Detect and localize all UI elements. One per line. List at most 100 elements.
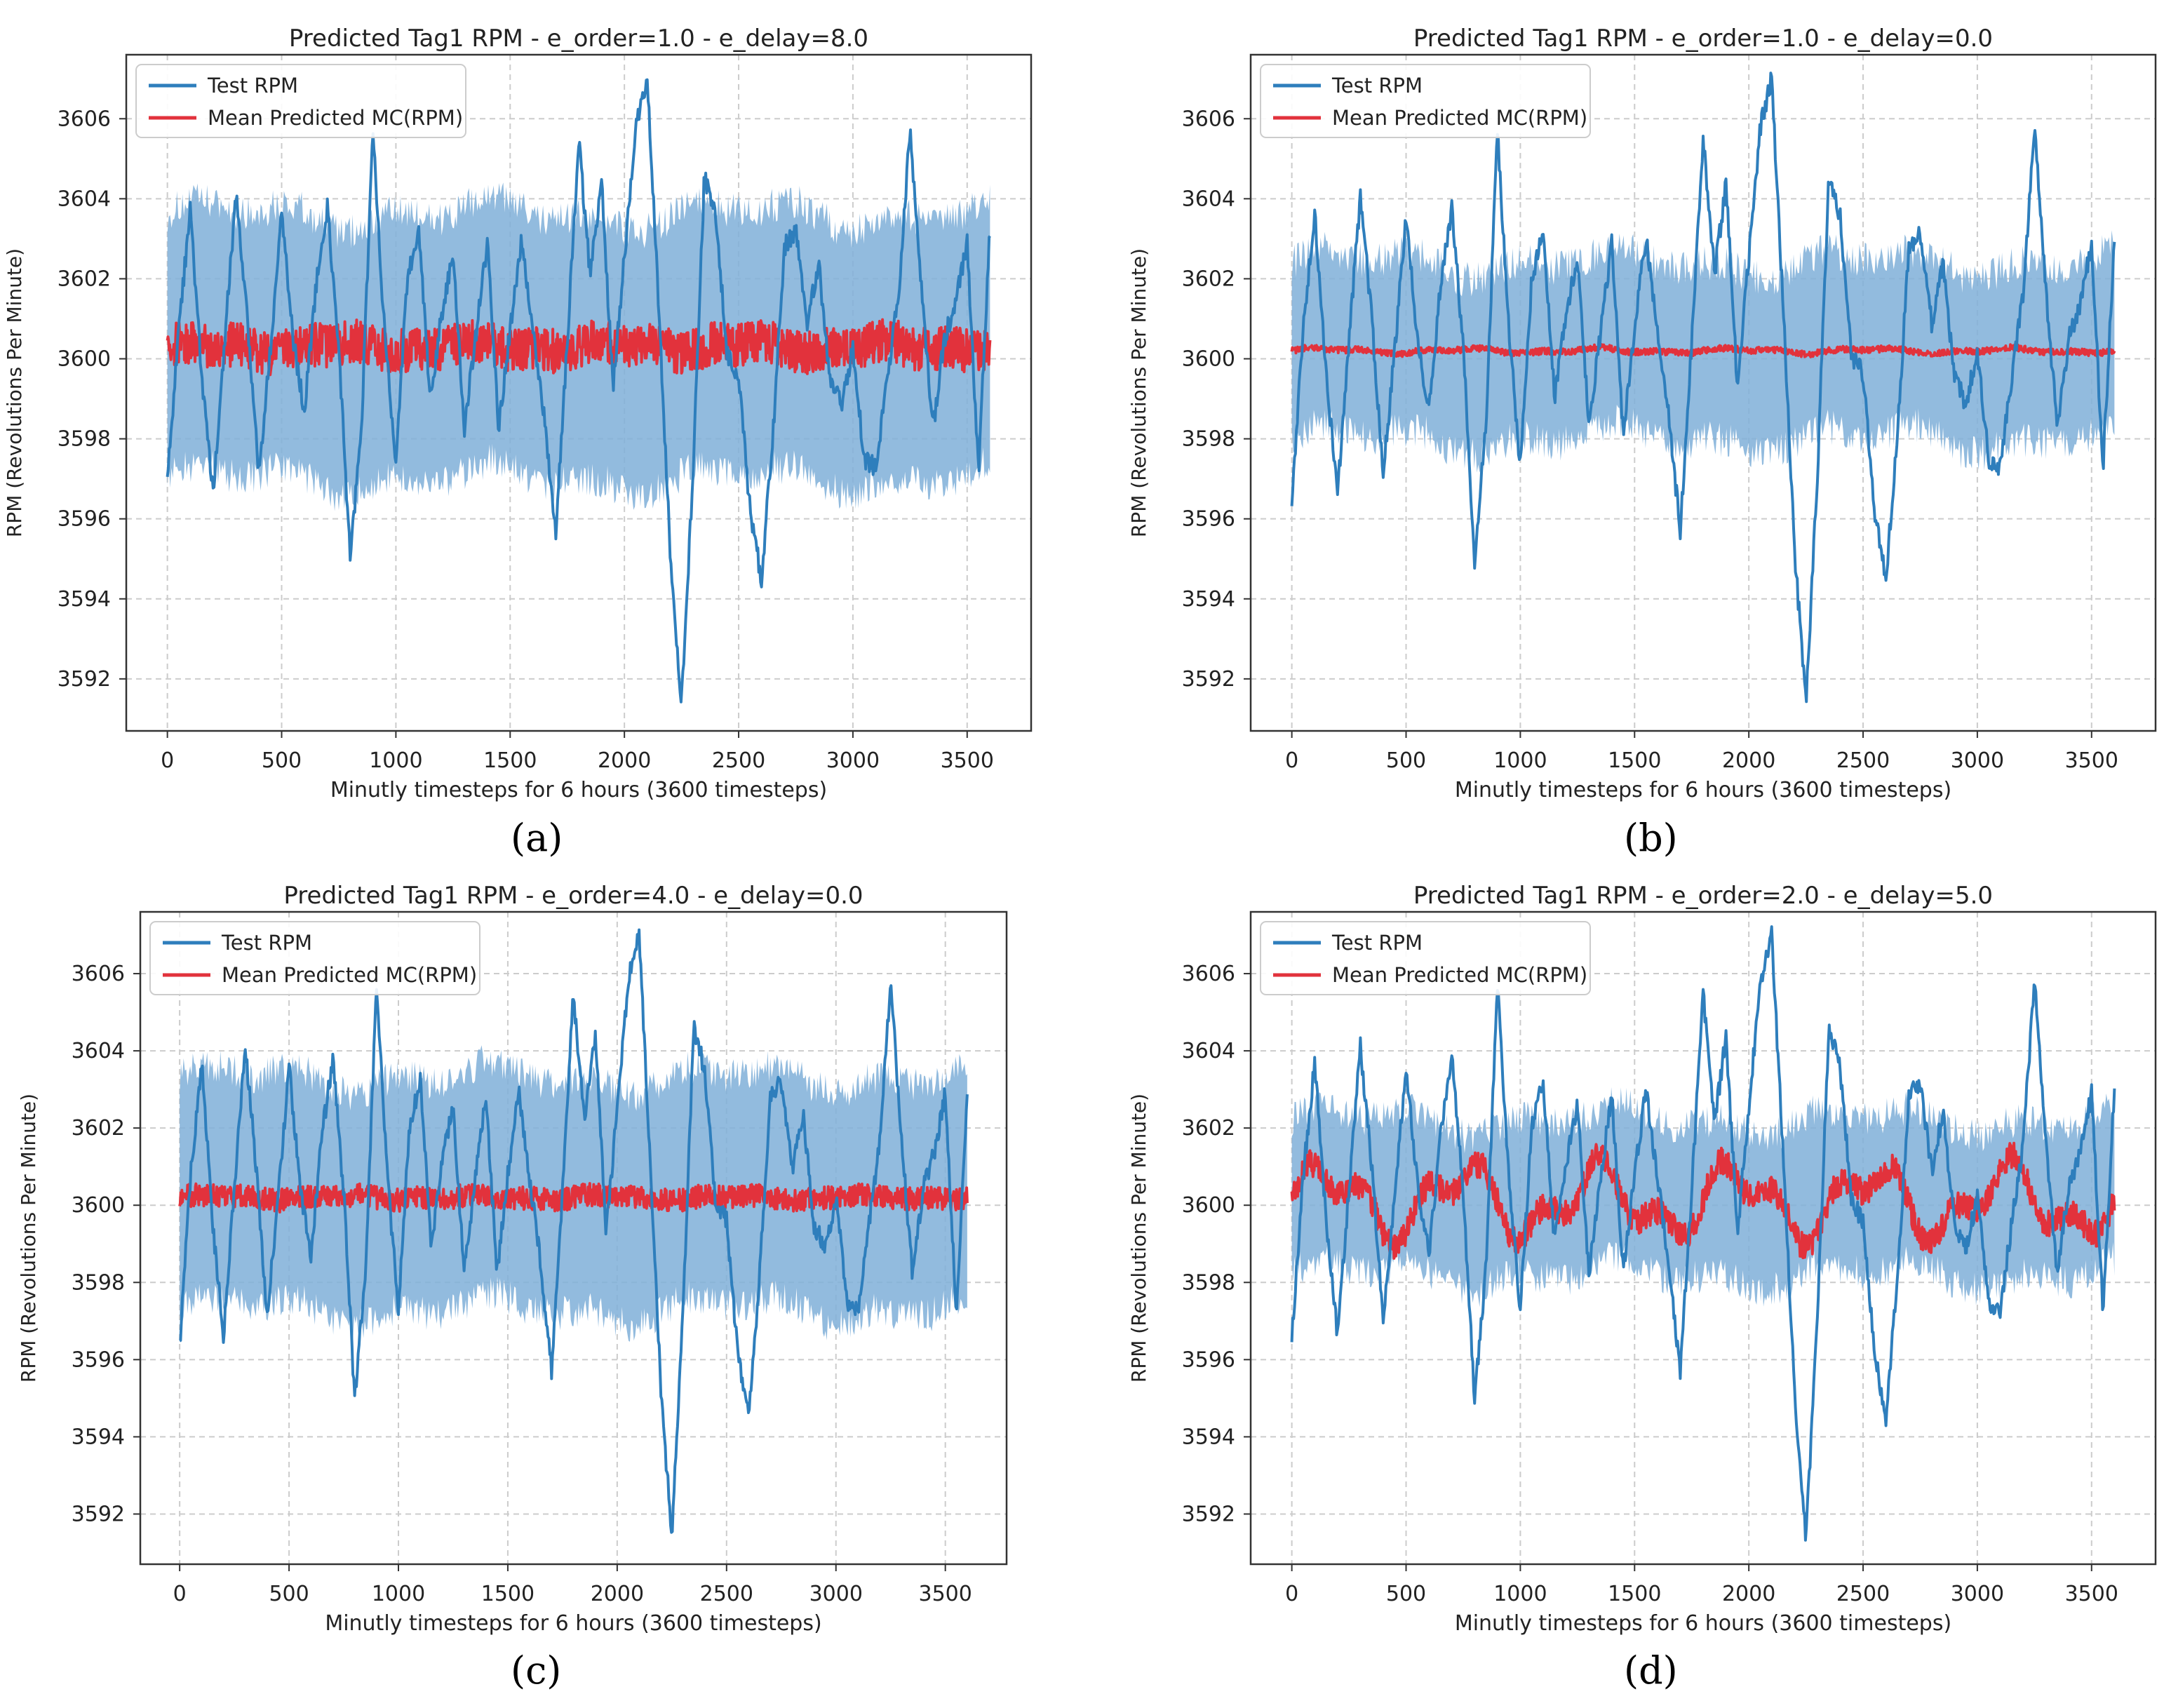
chart-title: Predicted Tag1 RPM - e_order=2.0 - e_del…	[1413, 882, 1993, 910]
x-tick-label: 1000	[1493, 748, 1547, 773]
panel-label-b: (b)	[1624, 816, 1678, 860]
chart-title: Predicted Tag1 RPM - e_order=1.0 - e_del…	[289, 25, 868, 53]
x-tick-label: 500	[262, 748, 302, 773]
panel-label-c: (c)	[511, 1648, 562, 1693]
y-tick-label: 3602	[72, 1116, 125, 1141]
y-tick-label: 3594	[1182, 1425, 1235, 1449]
panel-label-a: (a)	[511, 816, 563, 860]
y-tick-label: 3600	[1182, 347, 1235, 372]
y-tick-label: 3600	[72, 1193, 125, 1218]
x-tick-label: 3500	[2065, 748, 2118, 773]
x-tick-label: 3500	[941, 748, 994, 773]
series-mean-predicted	[1290, 1141, 2116, 1260]
x-axis-label: Minutly timesteps for 6 hours (3600 time…	[325, 1611, 821, 1636]
chart-a: 0 500 1000 1500 2000 2500 3000 3500 3592 3594 3596…	[3, 25, 1033, 802]
series-test-rpm	[1290, 925, 2116, 1542]
x-tick-label: 3000	[826, 748, 880, 773]
x-axis-label: Minutly timesteps for 6 hours (3600 time…	[1455, 778, 1951, 802]
y-tick-label: 3592	[1182, 1502, 1235, 1526]
x-tick-label: 500	[1386, 1582, 1426, 1606]
y-tick-label: 3604	[72, 1039, 125, 1063]
series-test-rpm	[166, 78, 991, 704]
x-tick-label: 500	[269, 1582, 309, 1606]
plot-area	[1290, 925, 2116, 1542]
y-tick-label: 3594	[72, 1425, 125, 1449]
y-tick-label: 3606	[72, 962, 125, 986]
x-tick-label: 1500	[481, 1582, 535, 1606]
x-tick-label: 3000	[1951, 748, 2004, 773]
x-tick-label: 1500	[1608, 1582, 1661, 1606]
legend-box	[1260, 64, 1591, 138]
x-tick-label: 1500	[483, 748, 537, 773]
x-tick-label: 3000	[809, 1582, 863, 1606]
legend-label-test: Test RPM	[207, 74, 298, 97]
x-axis-label: Minutly timesteps for 6 hours (3600 time…	[1455, 1611, 1951, 1636]
x-tick-label: 1000	[372, 1582, 425, 1606]
y-tick-label: 3598	[72, 1270, 125, 1295]
y-tick-label: 3606	[1182, 962, 1235, 986]
legend-label-test: Test RPM	[1331, 74, 1423, 97]
x-tick-label: 2500	[1836, 1582, 1890, 1606]
x-tick-label: 0	[173, 1582, 187, 1606]
y-tick-label: 3594	[58, 587, 111, 612]
x-tick-label: 0	[1285, 1582, 1298, 1606]
legend-label-predicted: Mean Predicted MC(RPM)	[222, 963, 477, 987]
chart-d: 0 500 1000 1500 2000 2500 3000 3500 3592 3594 3596…	[1127, 882, 2157, 1636]
x-tick-label: 2500	[1836, 748, 1890, 773]
y-axis-label: RPM (Revolutions Per Minute)	[17, 1094, 40, 1383]
x-tick-label: 2000	[598, 748, 651, 773]
x-axis-label: Minutly timesteps for 6 hours (3600 time…	[330, 778, 827, 802]
chart-c: 0 500 1000 1500 2000 2500 3000 3500 3592 3594 3596…	[17, 882, 1008, 1636]
x-tick-label: 2000	[591, 1582, 644, 1606]
y-axis-label: RPM (Revolutions Per Minute)	[1127, 1094, 1150, 1383]
legend: Test RPM Mean Predicted MC(RPM)	[1260, 64, 1591, 138]
x-tick-label: 1000	[1493, 1582, 1547, 1606]
plot-area	[178, 928, 969, 1534]
x-tick-label: 1000	[369, 748, 422, 773]
y-axis-label: RPM (Revolutions Per Minute)	[1127, 248, 1150, 537]
y-tick-label: 3596	[1182, 507, 1235, 532]
y-axis-label: RPM (Revolutions Per Minute)	[3, 248, 26, 537]
x-tick-label: 2500	[700, 1582, 753, 1606]
series-test-rpm	[179, 928, 969, 1534]
axes-frame	[1249, 910, 2157, 1566]
y-tick-label: 3594	[1182, 587, 1235, 612]
y-tick-label: 3596	[58, 507, 111, 532]
y-tick-label: 3600	[58, 347, 111, 372]
y-tick-label: 3598	[1182, 427, 1235, 452]
plot-area	[1290, 72, 2116, 704]
legend-label-test: Test RPM	[1331, 931, 1423, 955]
y-tick-label: 3602	[58, 267, 111, 291]
chart-title: Predicted Tag1 RPM - e_order=1.0 - e_del…	[1413, 25, 1993, 53]
legend-box	[135, 64, 466, 138]
y-tick-label: 3598	[58, 427, 111, 452]
panel-label-d: (d)	[1624, 1648, 1678, 1693]
chart-title: Predicted Tag1 RPM - e_order=4.0 - e_del…	[283, 882, 863, 910]
axes-frame	[139, 910, 1008, 1566]
y-tick-label: 3596	[1182, 1347, 1235, 1372]
y-tick-label: 3606	[1182, 107, 1235, 131]
x-tick-label: 3000	[1951, 1582, 2004, 1606]
legend-box	[149, 921, 480, 995]
y-tick-label: 3604	[58, 187, 111, 211]
x-tick-label: 500	[1386, 748, 1426, 773]
y-tick-label: 3592	[58, 667, 111, 692]
y-tick-label: 3602	[1182, 1116, 1235, 1141]
axes-frame	[125, 53, 1033, 732]
legend: Test RPM Mean Predicted MC(RPM)	[1260, 921, 1591, 995]
legend: Test RPM Mean Predicted MC(RPM)	[149, 921, 480, 995]
legend-label-predicted: Mean Predicted MC(RPM)	[208, 106, 463, 130]
chart-b: 0 500 1000 1500 2000 2500 3000 3500 3592 3594 3596…	[1127, 25, 2157, 802]
x-tick-label: 3500	[2065, 1582, 2118, 1606]
y-tick-label: 3596	[72, 1347, 125, 1372]
y-tick-label: 3600	[1182, 1193, 1235, 1218]
x-tick-label: 1500	[1608, 748, 1661, 773]
legend-label-test: Test RPM	[221, 931, 312, 955]
legend-label-predicted: Mean Predicted MC(RPM)	[1332, 106, 1587, 130]
x-tick-label: 2500	[712, 748, 765, 773]
x-tick-label: 2000	[1722, 748, 1775, 773]
y-tick-label: 3602	[1182, 267, 1235, 291]
axes-frame	[1249, 53, 2157, 732]
y-tick-label: 3598	[1182, 1270, 1235, 1295]
